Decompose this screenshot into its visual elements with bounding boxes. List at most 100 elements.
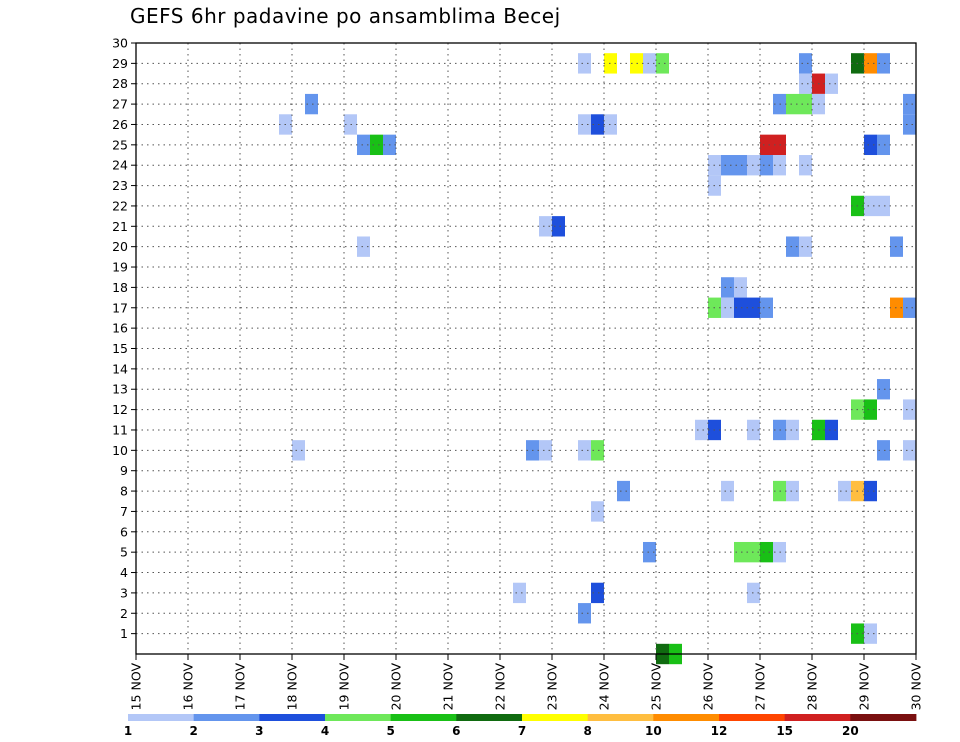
heatmap-cell [305,93,318,115]
heatmap-cell [370,134,383,156]
heatmap-cell [591,440,604,461]
colorbar-swatch [850,714,917,721]
y-tick-label: 24 [112,158,128,173]
heatmap-cell [760,155,773,176]
heatmap-cell [357,134,370,156]
y-tick-label: 15 [112,341,128,356]
y-axis: 1234567891011121314151617181920212223242… [112,36,136,641]
heatmap-cell [292,440,305,461]
y-tick-label: 19 [112,260,128,275]
heatmap-cell [539,440,552,461]
heatmap-cell [877,379,890,400]
y-tick-label: 22 [112,198,128,213]
colorbar-swatch [784,714,851,721]
y-tick-label: 1 [120,626,128,641]
heatmap-cell [903,399,916,420]
heatmap-cell [799,155,812,176]
heatmap-cell [539,216,552,237]
colorbar-swatch [522,714,589,721]
heatmap-cell [578,114,591,135]
y-tick-label: 5 [120,545,128,560]
heatmap-cell [578,53,591,74]
y-tick-label: 27 [112,97,128,112]
y-tick-label: 3 [120,585,128,600]
y-tick-label: 8 [120,484,128,499]
x-tick-label: 20 NOV [389,663,404,711]
y-tick-label: 28 [112,76,128,91]
x-tick-label: 17 NOV [233,663,248,711]
heatmap-cell [877,134,890,156]
heatmap-cell [656,53,669,74]
heatmap-cell [864,399,877,420]
colorbar-label: 5 [386,724,394,738]
x-tick-label: 28 NOV [805,663,820,711]
heatmap-cell [695,419,708,441]
heatmap-cell [786,93,799,115]
y-tick-label: 2 [120,606,128,621]
x-tick-label: 23 NOV [545,663,560,711]
colorbar-legend: 1 2 3 4 5 6 7 8 10 12 15 20 [124,714,917,738]
heatmap-cell [760,297,773,318]
heatmap-cell [903,114,916,135]
heatmap-cell [864,623,877,644]
y-tick-label: 7 [120,504,128,519]
heatmap-cell [760,541,773,563]
x-tick-label: 22 NOV [493,663,508,711]
heatmap-cell [838,480,851,502]
x-tick-label: 15 NOV [129,663,144,711]
heatmap-cell [643,53,656,74]
y-tick-label: 4 [120,565,128,580]
colorbar-label: 15 [776,724,793,738]
heatmap-cell [786,236,799,257]
heatmap-cell [591,501,604,522]
colorbar-swatch [193,714,260,721]
colorbar-swatch [653,714,720,721]
heatmap-cell [799,236,812,257]
colorbar-swatch [128,714,195,721]
colorbar-label: 20 [842,724,859,738]
heatmap-cell [786,419,799,441]
heatmap-cell [825,73,838,94]
x-tick-label: 18 NOV [285,663,300,711]
heatmap-cell [734,541,747,563]
heatmap-cell [877,440,890,461]
heatmap-cell [591,114,604,135]
heatmap-cell [734,297,747,318]
y-tick-label: 30 [112,36,128,51]
colorbar-swatch [390,714,457,721]
heatmap-cell [357,236,370,257]
heatmap-cell [760,134,773,156]
heatmap-cell [825,419,838,441]
heatmap-cell [864,480,877,502]
x-tick-label: 26 NOV [701,663,716,711]
x-tick-label: 24 NOV [597,663,612,711]
heatmap-cell [721,155,734,176]
heatmap-cell [877,53,890,74]
heatmap-cell [591,582,604,604]
y-tick-label: 11 [112,422,128,437]
y-tick-label: 25 [112,137,128,152]
x-tick-label: 27 NOV [753,663,768,711]
heatmap-cell [903,93,916,115]
colorbar-label: 10 [645,724,662,738]
heatmap-cell [903,440,916,461]
heatmap-cell [799,53,812,74]
x-tick-label: 25 NOV [649,663,664,711]
heatmap-cell [877,195,890,217]
y-tick-label: 10 [112,443,128,458]
y-tick-label: 18 [112,280,128,295]
x-tick-label: 30 NOV [909,663,924,711]
chart-title: GEFS 6hr padavine po ansamblima Becej [130,4,561,28]
heatmap-cell [734,277,747,298]
y-tick-label: 20 [112,239,128,254]
y-tick-label: 17 [112,300,128,315]
heatmap-cell [799,73,812,94]
heatmap-cell [864,53,877,74]
heatmap-cell [721,277,734,298]
colorbar-label: 12 [711,724,728,738]
colorbar-swatch [456,714,523,721]
grid-lines [136,43,916,654]
y-tick-label: 13 [112,382,128,397]
heatmap-cell [617,480,630,502]
